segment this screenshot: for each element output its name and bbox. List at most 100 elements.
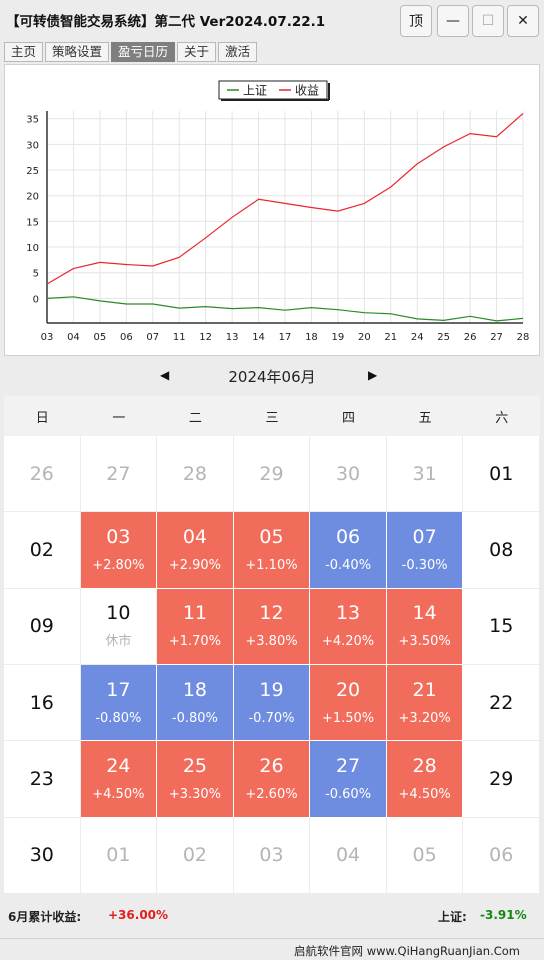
calendar-day-number: 02 (182, 844, 208, 867)
calendar-day-number: 04 (182, 525, 208, 548)
tab-home[interactable]: 主页 (4, 42, 44, 62)
calendar-day-number: 28 (412, 754, 437, 777)
calendar-day-number: 18 (182, 678, 208, 701)
calendar-day-cell[interactable]: 18 -0.80% (157, 665, 234, 742)
calendar-day-number: 20 (335, 678, 361, 701)
chart-y-tick-label: 35 (26, 115, 39, 126)
calendar-day-cell[interactable]: 13 +4.20% (310, 588, 387, 665)
daily-return-value: +4.20% (321, 634, 375, 650)
tab-strategy-settings[interactable]: 策略设置 (45, 42, 110, 62)
prev-month-button[interactable]: ◀ (160, 368, 170, 382)
pnl-calendar-grid: 26 27 28 29 30 31 01 02 03 +2.80% 04 +2.90% 05 +1.10%… (4, 436, 540, 894)
calendar-day-number: 25 (182, 754, 208, 777)
chart-y-tick-label: 15 (26, 217, 39, 228)
calendar-day-number: 13 (335, 602, 361, 625)
calendar-day-cell[interactable]: 29 (233, 436, 311, 513)
weekday-sat: 六 (495, 410, 509, 426)
calendar-day-cell[interactable]: 27 (80, 436, 158, 513)
website-link[interactable]: 启航软件官网 www.QiHangRuanJian.Com (294, 944, 520, 958)
tab-about[interactable]: 关于 (177, 42, 217, 62)
chart-x-tick-label: 28 (517, 332, 530, 343)
calendar-day-cell[interactable]: 26 (4, 436, 81, 513)
tab-activate[interactable]: 激活 (218, 42, 258, 62)
calendar-day-cell[interactable]: 02 (157, 817, 234, 894)
daily-return-value: +3.50% (398, 634, 451, 650)
summary-bar: 6月累计收益: +36.00% 上证: -3.91% (0, 896, 544, 936)
calendar-day-number: 30 (29, 844, 54, 867)
calendar-day-number: 06 (489, 844, 514, 867)
tab-pnl-calendar[interactable]: 盈亏日历 (111, 42, 176, 62)
calendar-day-cell[interactable]: 31 (386, 436, 464, 513)
calendar-day-cell[interactable]: 15 (463, 588, 540, 665)
chart-x-tick-label: 07 (146, 332, 159, 343)
calendar-day-cell[interactable]: 08 (463, 512, 540, 589)
calendar-day-cell[interactable]: 03 +2.80% (80, 512, 158, 589)
chart-x-tick-label: 19 (332, 332, 345, 343)
maximize-button[interactable]: ☐ (472, 5, 504, 37)
calendar-day-cell[interactable]: 06 -0.40% (310, 512, 387, 589)
daily-return-value: -0.60% (325, 786, 372, 802)
daily-return-value: +3.20% (398, 710, 451, 726)
calendar-day-cell[interactable]: 01 (80, 817, 158, 894)
calendar-day-number: 29 (489, 767, 514, 790)
close-button[interactable]: ✕ (507, 5, 539, 37)
calendar-day-number: 28 (182, 462, 208, 485)
calendar-day-cell[interactable]: 29 (463, 741, 540, 818)
daily-return-value: -0.40% (325, 557, 372, 573)
calendar-day-cell[interactable]: 11 +1.70% (157, 588, 234, 665)
calendar-day-cell[interactable]: 26 +2.60% (233, 741, 311, 818)
calendar-day-number: 15 (489, 615, 514, 638)
calendar-day-cell[interactable]: 28 (157, 436, 234, 513)
calendar-day-cell[interactable]: 07 -0.30% (386, 512, 464, 589)
calendar-day-cell[interactable]: 16 (4, 665, 81, 742)
calendar-day-cell[interactable]: 06 (463, 817, 540, 894)
chart-x-tick-label: 26 (464, 332, 477, 343)
chart-x-tick-label: 05 (94, 332, 107, 343)
chart-y-tick-label: 20 (26, 192, 39, 203)
calendar-day-cell[interactable]: 17 -0.80% (80, 665, 158, 742)
daily-return-value: +1.70% (168, 634, 222, 650)
calendar-day-cell[interactable]: 10 休市 (80, 588, 158, 665)
calendar-day-cell[interactable]: 05 +1.10% (233, 512, 311, 589)
chart-x-tick-label: 27 (490, 332, 503, 343)
calendar-day-cell[interactable]: 02 (4, 512, 81, 589)
weekday-sun: 日 (35, 410, 49, 426)
chart-y-tick-label: 10 (26, 243, 39, 254)
calendar-day-number: 26 (259, 754, 284, 777)
calendar-day-cell[interactable]: 04 (310, 817, 387, 894)
monthly-return-value: +36.00% (108, 908, 169, 922)
calendar-day-cell[interactable]: 28 +4.50% (386, 741, 464, 818)
daily-return-value: +4.50% (92, 786, 145, 802)
calendar-day-cell[interactable]: 23 (4, 741, 81, 818)
weekday-tue: 二 (188, 410, 202, 426)
calendar-day-number: 22 (489, 691, 514, 714)
calendar-day-cell[interactable]: 04 +2.90% (157, 512, 234, 589)
calendar-day-cell[interactable]: 22 (463, 665, 540, 742)
weekday-wed: 三 (265, 410, 279, 426)
calendar-day-number: 06 (335, 525, 361, 548)
calendar-day-cell[interactable]: 19 -0.70% (233, 665, 311, 742)
calendar-day-cell[interactable]: 09 (4, 588, 81, 665)
calendar-day-cell[interactable]: 14 +3.50% (386, 588, 464, 665)
calendar-day-cell[interactable]: 30 (4, 817, 81, 894)
calendar-day-number: 01 (489, 462, 514, 485)
minimize-button[interactable]: — (437, 5, 469, 37)
calendar-day-cell[interactable]: 27 -0.60% (310, 741, 387, 818)
calendar-day-number: 05 (259, 525, 284, 548)
next-month-button[interactable]: ▶ (368, 368, 378, 382)
daily-return-value: +2.90% (168, 557, 222, 573)
calendar-day-cell[interactable]: 30 (310, 436, 387, 513)
calendar-day-cell[interactable]: 01 (463, 436, 540, 513)
calendar-day-number: 29 (259, 462, 284, 485)
chart-x-tick-label: 12 (199, 332, 212, 343)
calendar-day-cell[interactable]: 12 +3.80% (233, 588, 311, 665)
chart-legend-label: 收益 (295, 84, 319, 98)
calendar-day-cell[interactable]: 25 +3.30% (157, 741, 234, 818)
calendar-day-cell[interactable]: 24 +4.50% (80, 741, 158, 818)
chart-legend-label: 上证 (243, 84, 267, 98)
calendar-day-cell[interactable]: 20 +1.50% (310, 665, 387, 742)
calendar-day-cell[interactable]: 05 (386, 817, 464, 894)
calendar-day-cell[interactable]: 03 (233, 817, 311, 894)
calendar-day-cell[interactable]: 21 +3.20% (386, 665, 464, 742)
pin-top-button[interactable]: 顶 (400, 5, 432, 37)
